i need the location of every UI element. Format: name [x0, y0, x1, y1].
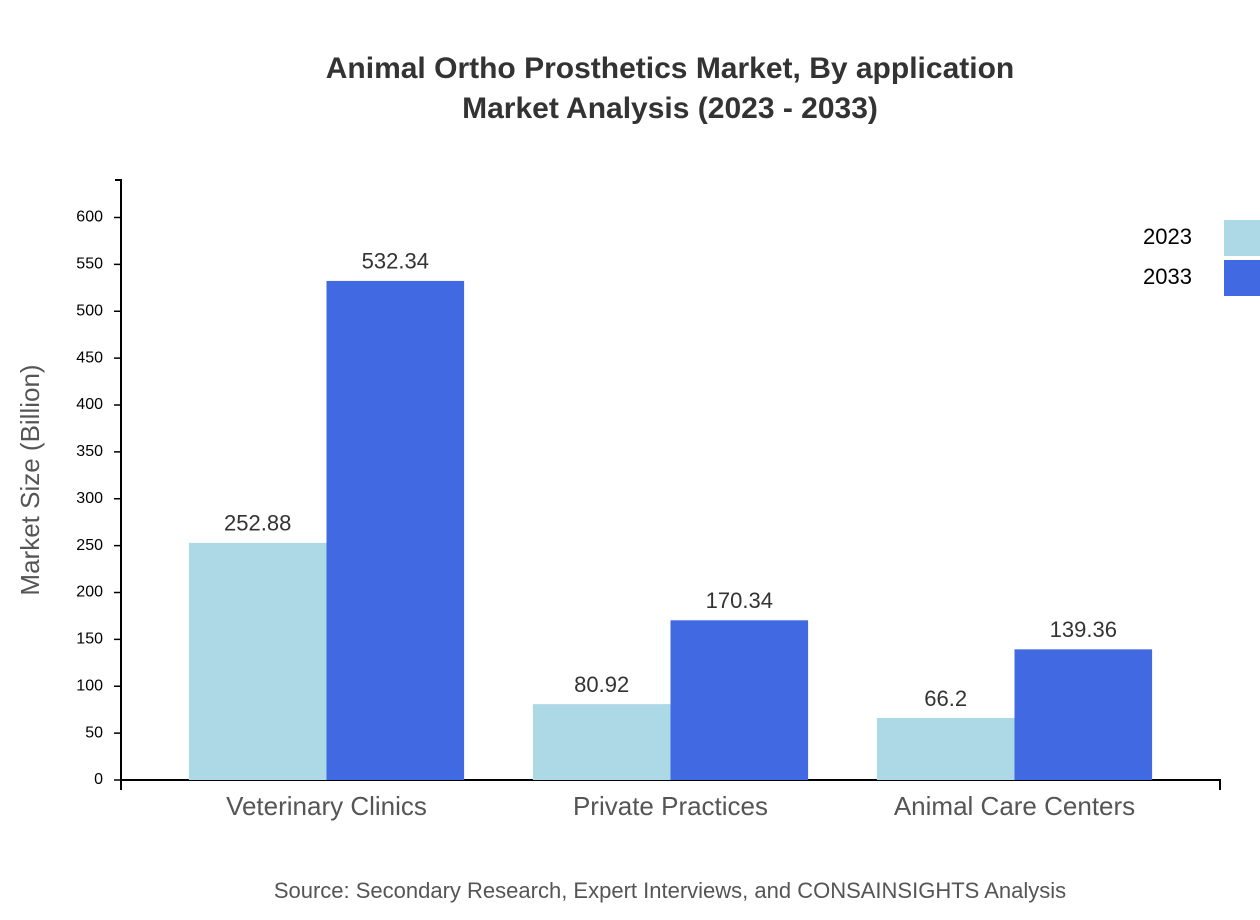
- y-tick-label: 400: [76, 396, 103, 413]
- value-label: 80.92: [574, 672, 629, 697]
- y-tick-label: 500: [76, 302, 103, 319]
- value-label: 139.36: [1050, 617, 1117, 642]
- bar: [670, 620, 809, 780]
- y-tick-label: 200: [76, 584, 103, 601]
- bar: [188, 542, 327, 780]
- chart-title: Animal Ortho Prosthetics Market, By appl…: [326, 52, 1014, 85]
- y-axis: [115, 179, 122, 780]
- x-axis: [120, 779, 1221, 790]
- y-tick-label: 300: [76, 490, 103, 507]
- x-tick-label: Veterinary Clinics: [226, 791, 427, 821]
- value-label: 170.34: [706, 588, 773, 613]
- y-tick-label: 600: [76, 209, 103, 226]
- value-label: 66.2: [924, 686, 967, 711]
- x-tick-label: Private Practices: [573, 791, 768, 821]
- chart-subtitle: Market Analysis (2023 - 2033): [462, 92, 878, 125]
- bar: [326, 280, 465, 780]
- y-tick-label: 450: [76, 349, 103, 366]
- x-tick-label: Animal Care Centers: [894, 791, 1135, 821]
- y-axis-label: Market Size (Billion): [15, 364, 45, 595]
- value-label: 532.34: [362, 249, 429, 274]
- legend-label: 2033: [1143, 264, 1192, 289]
- source-note: Source: Secondary Research, Expert Inter…: [274, 878, 1066, 903]
- y-tick-label: 350: [76, 443, 103, 460]
- y-tick-label: 150: [76, 631, 103, 648]
- bar: [876, 717, 1015, 780]
- legend-label: 2023: [1143, 224, 1192, 249]
- y-tick-label: 100: [76, 677, 103, 694]
- bar: [1014, 649, 1153, 780]
- value-label: 252.88: [224, 511, 291, 536]
- legend-swatch: [1224, 260, 1260, 296]
- bar: [532, 704, 671, 780]
- y-tick-label: 550: [76, 256, 103, 273]
- y-tick-label: 0: [94, 771, 103, 788]
- y-tick-label: 250: [76, 537, 103, 554]
- legend-swatch: [1224, 220, 1260, 256]
- y-tick-label: 50: [85, 724, 103, 741]
